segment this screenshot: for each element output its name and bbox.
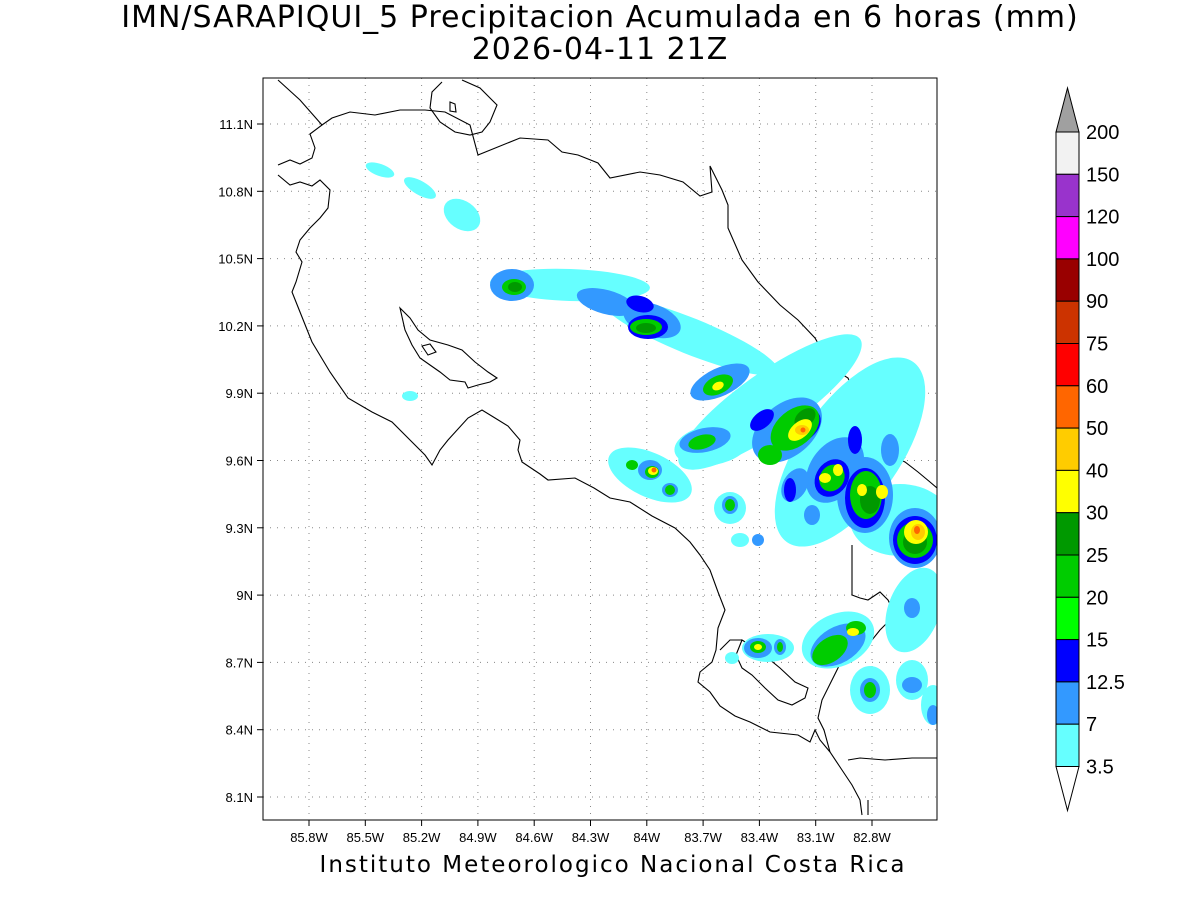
colorbar: 200 150 120 100 90 75 60 50 40 30 25 20 15 12.5 7 3.5: [1055, 86, 1125, 813]
colorbar-swatch: [1055, 131, 1080, 175]
lat-label: 10.8N: [218, 184, 253, 199]
lat-label: 9.3N: [226, 521, 253, 536]
lon-label: 84.9W: [459, 830, 497, 845]
map-title: IMN/SARAPIQUI_5 Precipitacion Acumulada …: [121, 0, 1079, 35]
colorbar-top-arrow: [1055, 86, 1080, 133]
colorbar-swatch: [1055, 681, 1080, 725]
axis-ticks: [257, 123, 873, 826]
precipitation-field: [365, 162, 937, 725]
colorbar-swatch: [1055, 173, 1080, 218]
colorbar-label: 30: [1086, 503, 1108, 525]
colorbar-swatch: [1055, 723, 1080, 768]
lat-label: 9.9N: [226, 386, 253, 401]
lat-label: 8.4N: [226, 723, 253, 738]
colorbar-label: 7: [1086, 714, 1097, 736]
colorbar-label: 100: [1086, 249, 1119, 271]
colorbar-label: 15: [1086, 630, 1108, 652]
colorbar-label: 25: [1086, 545, 1108, 567]
colorbar-label: 75: [1086, 334, 1108, 356]
colorbar-swatch: [1055, 343, 1080, 387]
colorbar-label: 90: [1086, 291, 1108, 313]
lon-label: 85.8W: [290, 830, 328, 845]
lon-label: 84.3W: [572, 830, 610, 845]
lat-label: 10.2N: [218, 319, 253, 334]
colorbar-swatch: [1055, 639, 1080, 683]
colorbar-bottom-arrow: [1055, 766, 1080, 813]
colorbar-swatch: [1055, 385, 1080, 429]
map-frame: [262, 77, 938, 821]
colorbar-label: 40: [1086, 460, 1108, 482]
lon-label: 85.5W: [347, 830, 385, 845]
lat-label: 8.1N: [226, 790, 253, 805]
colorbar-label: 12.5: [1086, 672, 1125, 694]
colorbar-swatch: [1055, 258, 1080, 302]
lon-label: 85.2W: [403, 830, 441, 845]
lon-label: 84W: [633, 830, 660, 845]
lon-label: 84.6W: [515, 830, 553, 845]
lat-label: 9.6N: [226, 454, 253, 469]
lat-label: 11.1N: [219, 117, 253, 132]
colorbar-label: 50: [1086, 418, 1108, 440]
colorbar-swatch: [1055, 469, 1080, 514]
colorbar-label: 150: [1086, 164, 1119, 186]
footer-credit: Instituto Meteorologico Nacional Costa R…: [319, 852, 907, 878]
lat-label: 10.5N: [218, 252, 253, 267]
colorbar-label: 120: [1086, 207, 1119, 229]
longitude-labels: 85.8W 85.5W 85.2W 84.9W 84.6W 84.3W 84W 83.7W 83…: [290, 830, 891, 845]
latitude-labels: 11.1N 10.8N 10.5N 10.2N 9.9N 9.6N 9.3N 9N 8.7N 8.…: [218, 117, 253, 805]
colorbar-swatch: [1055, 596, 1080, 641]
lon-label: 82.8W: [853, 830, 891, 845]
colorbar-swatch: [1055, 554, 1080, 598]
colorbar-label: 20: [1086, 587, 1108, 609]
lon-label: 83.4W: [741, 830, 779, 845]
colorbar-swatch: [1055, 300, 1080, 345]
colorbar-label: 200: [1086, 122, 1119, 144]
colorbar-label: 60: [1086, 376, 1108, 398]
colorbar-label: 3.5: [1086, 757, 1114, 779]
map-valid-time: 2026-04-11 21Z: [471, 32, 729, 67]
colorbar-swatch: [1055, 216, 1080, 260]
lon-label: 83.1W: [797, 830, 835, 845]
lat-label: 8.7N: [226, 655, 253, 670]
colorbar-swatch: [1055, 512, 1080, 556]
lon-label: 83.7W: [684, 830, 722, 845]
lat-label: 9N: [236, 588, 253, 603]
colorbar-swatch: [1055, 427, 1080, 471]
